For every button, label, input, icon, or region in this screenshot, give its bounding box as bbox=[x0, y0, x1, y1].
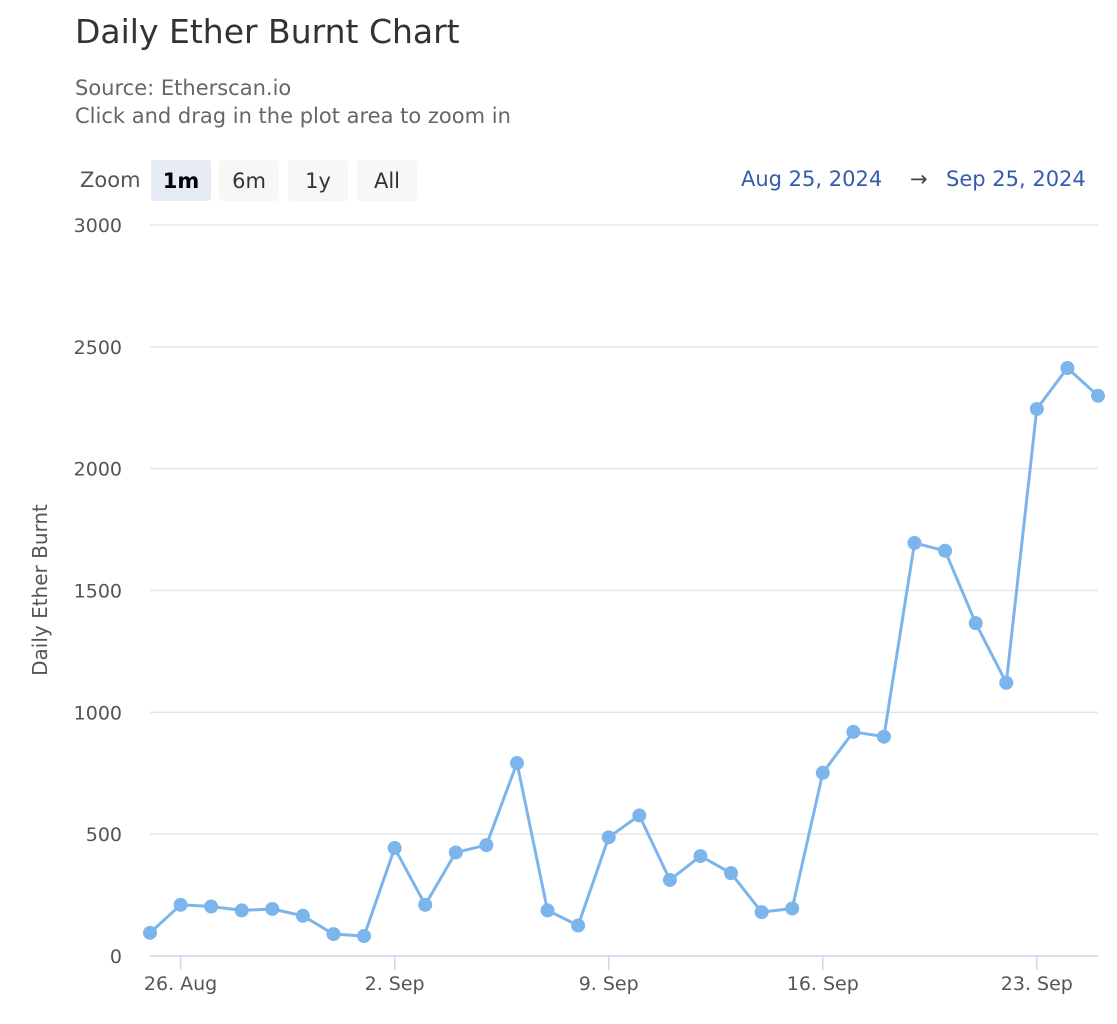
x-tick-label: 16. Sep bbox=[787, 973, 859, 995]
y-axis-title: Daily Ether Burnt bbox=[28, 504, 52, 676]
y-tick-label: 500 bbox=[86, 824, 122, 846]
data-point bbox=[846, 724, 861, 739]
data-point bbox=[265, 901, 280, 916]
data-point bbox=[632, 808, 647, 823]
zoom-1y-button[interactable]: 1y bbox=[288, 160, 348, 201]
chart-source: Source: Etherscan.io bbox=[75, 76, 292, 100]
chart-title: Daily Ether Burnt Chart bbox=[75, 12, 460, 51]
data-point bbox=[785, 901, 800, 916]
range-from-input[interactable]: Aug 25, 2024 bbox=[741, 167, 883, 191]
data-point bbox=[295, 908, 310, 923]
data-point bbox=[907, 535, 922, 550]
data-point bbox=[968, 616, 983, 631]
x-tick-label: 2. Sep bbox=[365, 973, 425, 995]
data-point bbox=[1060, 361, 1075, 376]
zoom-6m-button[interactable]: 6m bbox=[219, 160, 279, 201]
zoom-1m-button[interactable]: 1m bbox=[151, 160, 211, 201]
data-point bbox=[479, 838, 494, 853]
data-point bbox=[938, 543, 953, 558]
zoom-label: Zoom bbox=[80, 168, 141, 192]
data-point bbox=[571, 918, 586, 933]
data-point bbox=[509, 756, 524, 771]
range-to-input[interactable]: Sep 25, 2024 bbox=[946, 167, 1086, 191]
data-point bbox=[876, 729, 891, 744]
y-tick-label: 2500 bbox=[74, 337, 122, 359]
data-point bbox=[754, 905, 769, 920]
data-point bbox=[143, 925, 157, 940]
x-tick-label: 9. Sep bbox=[579, 973, 639, 995]
data-point bbox=[815, 765, 830, 780]
data-point bbox=[387, 841, 402, 856]
data-point bbox=[234, 903, 249, 918]
y-tick-label: 1500 bbox=[74, 581, 122, 603]
y-tick-label: 2000 bbox=[74, 459, 122, 481]
data-point bbox=[999, 675, 1014, 690]
data-point bbox=[1029, 401, 1044, 416]
x-tick-label: 23. Sep bbox=[1001, 973, 1073, 995]
y-tick-label: 0 bbox=[110, 946, 122, 968]
data-point bbox=[357, 929, 372, 944]
data-point bbox=[418, 897, 433, 912]
chart-zoom-hint: Click and drag in the plot area to zoom … bbox=[75, 104, 511, 128]
data-point bbox=[448, 845, 463, 860]
y-tick-label: 1000 bbox=[74, 702, 122, 724]
data-point bbox=[173, 897, 188, 912]
zoom-all-button[interactable]: All bbox=[357, 160, 417, 201]
data-point bbox=[601, 830, 616, 845]
data-point bbox=[326, 927, 341, 942]
data-point bbox=[204, 899, 219, 914]
range-arrow-icon: → bbox=[910, 167, 928, 191]
data-point bbox=[693, 849, 708, 864]
series-line bbox=[148, 366, 1100, 938]
y-tick-label: 3000 bbox=[74, 215, 122, 237]
x-tick-label: 26. Aug bbox=[144, 973, 217, 995]
data-point bbox=[662, 872, 677, 887]
data-point bbox=[1091, 388, 1105, 403]
data-point bbox=[724, 866, 739, 881]
data-point bbox=[540, 903, 555, 918]
